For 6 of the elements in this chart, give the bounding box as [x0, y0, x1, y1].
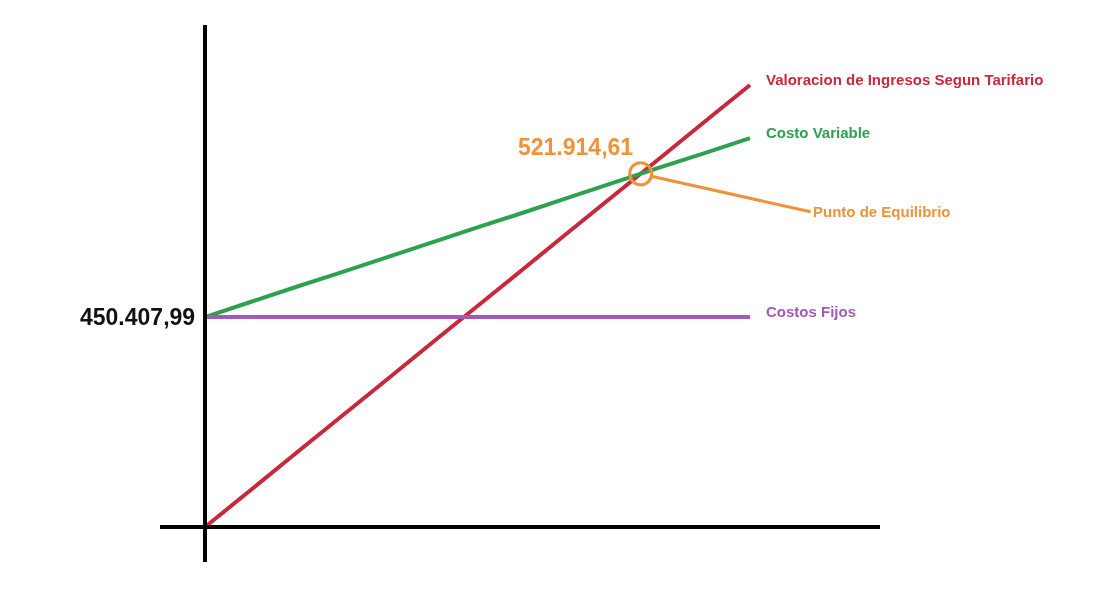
- series-label: Costos Fijos: [766, 303, 857, 320]
- text: Punto de Equilibrio: [813, 203, 951, 220]
- annotation: 521.914,61: [518, 134, 634, 160]
- series-label: Costo Variable: [766, 124, 871, 141]
- annotation: 450.407,99: [80, 304, 196, 330]
- series-label: Valoracion de Ingresos Segun Tarifario: [766, 71, 1044, 88]
